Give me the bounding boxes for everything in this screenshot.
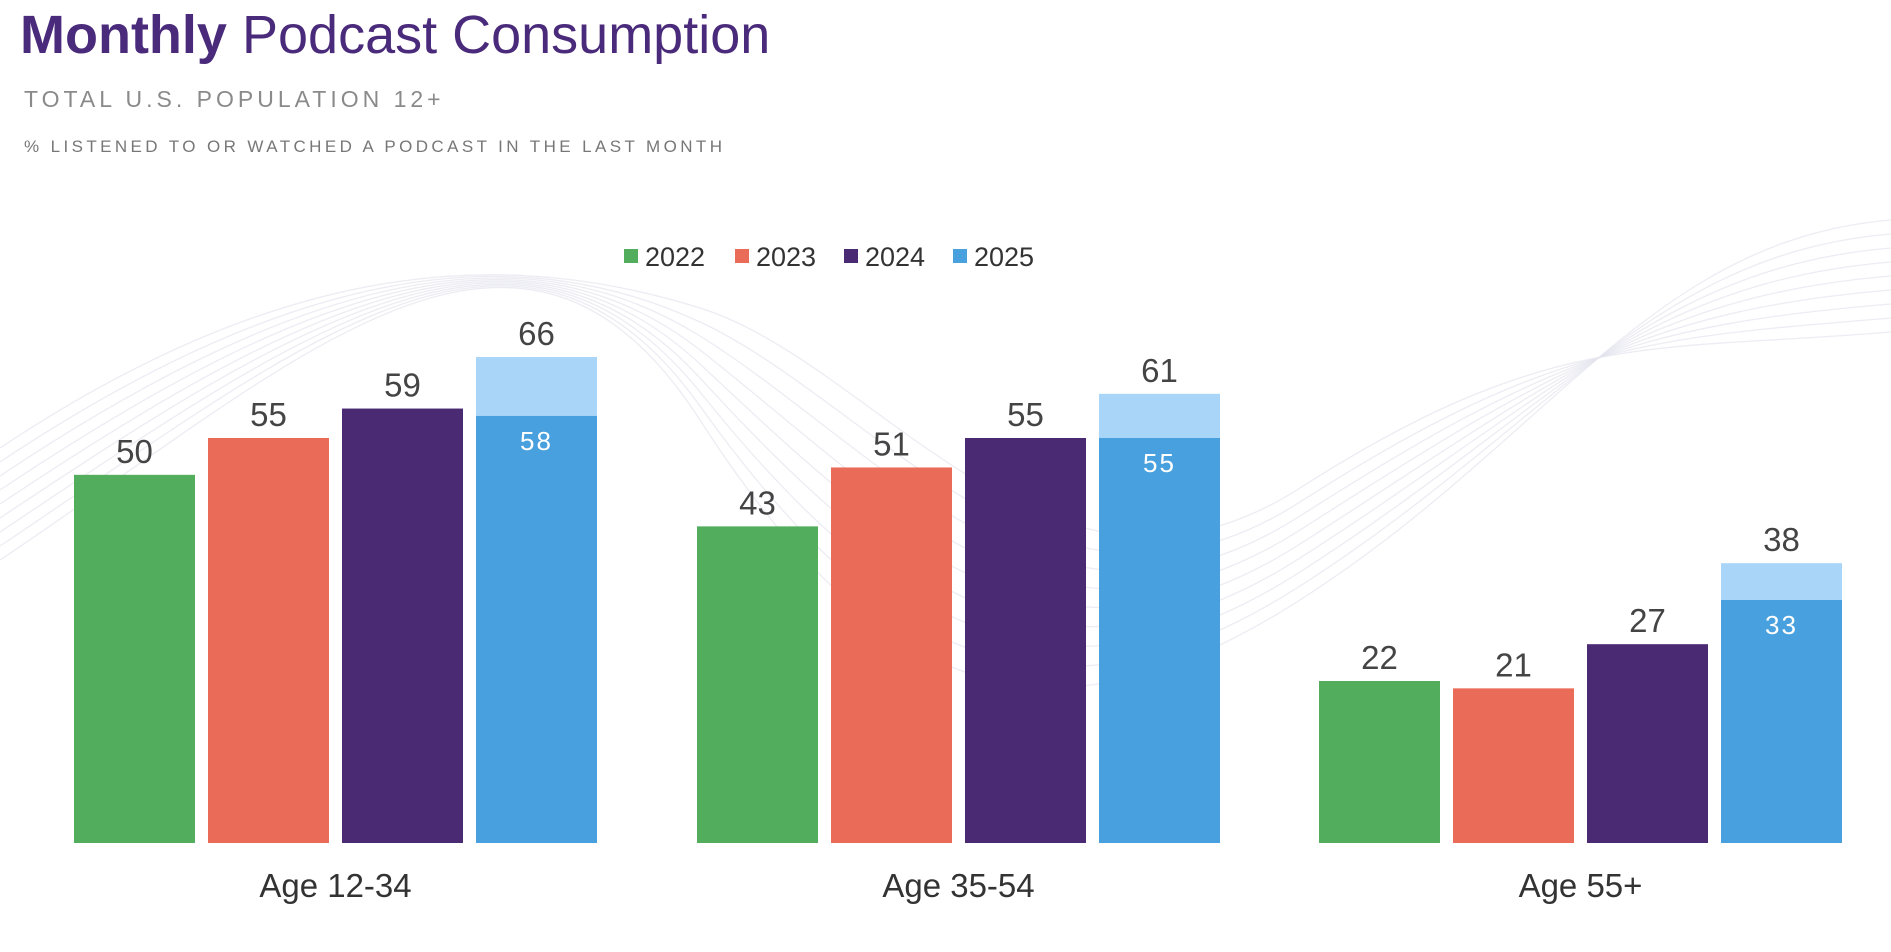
data-label-2025-1: 61 [1141,352,1178,389]
data-label-2023-0: 55 [250,396,287,433]
legend-label-2022: 2022 [645,242,705,272]
bar-2025-2 [1721,600,1842,843]
bar-2022-0 [74,474,195,843]
bar-2025-total-1 [1099,393,1220,438]
bar-2024-2 [1587,644,1708,843]
category-label-0: Age 12-34 [259,867,411,904]
bar-2025-total-0 [476,357,597,416]
bar-2023-0 [208,438,329,843]
legend-swatch-2024 [844,249,858,263]
bar-2024-0 [342,408,463,843]
data-label-2024-2: 27 [1629,602,1666,639]
bar-2023-1 [831,467,952,843]
data-label-2023-1: 51 [873,425,910,462]
data-label-2022-2: 22 [1361,639,1398,676]
data-label-2025-0: 66 [518,315,555,352]
bar-2025-1 [1099,438,1220,843]
category-label-1: Age 35-54 [882,867,1034,904]
data-label-2022-0: 50 [116,433,153,470]
bar-2025-total-2 [1721,563,1842,600]
chart-title-bold: Monthly [20,5,227,65]
wave-line [0,274,1891,537]
legend-swatch-2025 [953,249,967,263]
data-label-2022-1: 43 [739,484,776,521]
bar-2023-2 [1453,688,1574,843]
legend-swatch-2022 [624,249,638,263]
data-label-2025-2: 38 [1763,521,1800,558]
legend-label-2024: 2024 [865,242,925,272]
data-label-inner-2025-1: 55 [1143,448,1176,478]
data-label-2023-2: 21 [1495,646,1532,683]
category-label-2: Age 55+ [1519,867,1643,904]
legend-label-2025: 2025 [974,242,1034,272]
bars [74,357,1842,843]
wave-line [0,275,1891,555]
chart-subtitle: TOTAL U.S. POPULATION 12+ [24,86,445,112]
data-label-inner-2025-0: 58 [520,426,553,456]
bar-2024-1 [965,438,1086,843]
data-label-2024-0: 59 [384,367,421,404]
data-label-inner-2025-2: 33 [1765,610,1798,640]
chart-title-rest: Podcast Consumption [241,5,771,65]
chart-note: % LISTENED TO OR WATCHED A PODCAST IN TH… [24,137,726,156]
legend-swatch-2023 [735,249,749,263]
chart-title: Monthly Podcast Consumption [20,0,770,70]
legend-label-2023: 2023 [756,242,816,272]
bar-2022-1 [697,526,818,843]
labels: 50 55 59 58 66 Age 12-34 43 51 55 55 61 Age 35-54 22… [116,315,1800,904]
bar-2025-0 [476,415,597,843]
legend: 2022 2023 2024 2025 [624,242,1034,272]
bar-2022-2 [1319,681,1440,843]
data-label-2024-1: 55 [1007,396,1044,433]
